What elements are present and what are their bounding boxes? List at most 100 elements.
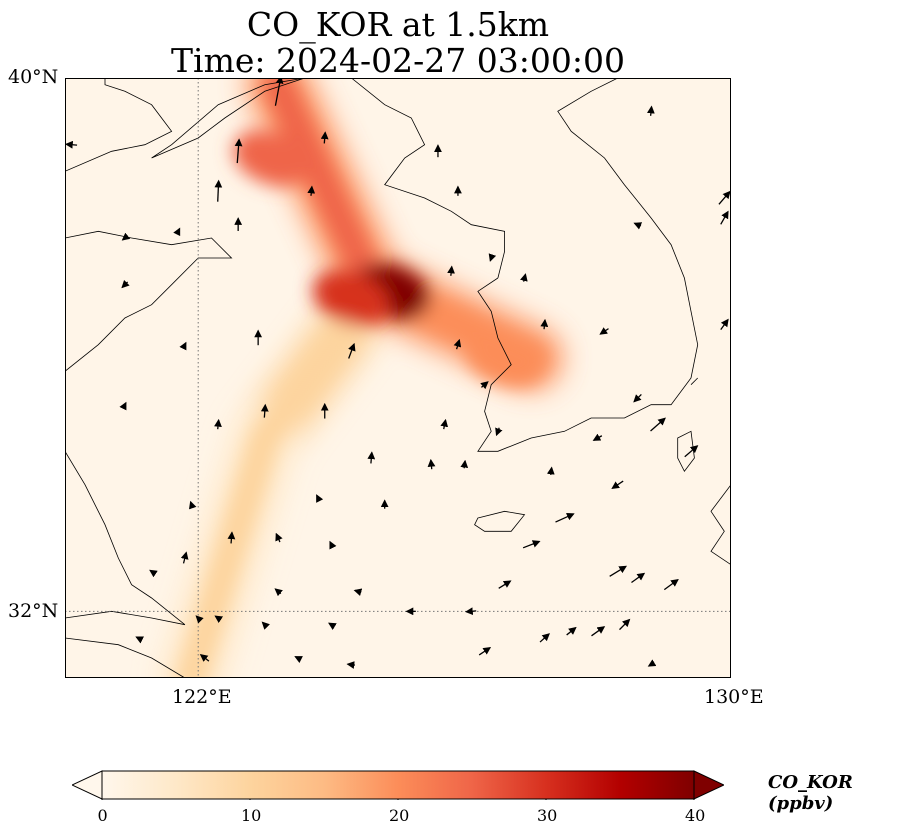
wind-arrow [261,621,270,630]
colorbar-gradient [101,770,695,800]
coastline-china-bohai [65,78,173,172]
wind-arrow [173,227,181,237]
wind-vector-layer [65,78,731,669]
wind-arrow [460,459,469,469]
wind-arrow [599,327,609,335]
wind-arrow [555,513,575,523]
wind-arrow [119,401,127,411]
wind-arrow [465,607,477,616]
lon-label-east: 130°E [704,686,764,708]
wind-arrow [188,500,197,510]
wind-arrow [633,393,642,403]
coastline-yangtze [65,637,186,678]
wind-arrow [720,318,729,330]
coastline-china-east [65,451,186,626]
lat-label-south: 32°N [8,600,59,622]
wind-arrow [214,179,223,202]
wind-arrow [684,445,699,458]
coastline-kyushu [710,484,731,566]
wind-arrow [346,661,356,669]
wind-arrow [121,232,131,241]
wind-arrow [367,451,376,464]
wind-arrow [214,418,222,430]
coastline-korea-se-coast [690,377,698,385]
wind-arrow [609,565,627,577]
wind-arrow [539,633,550,643]
wind-arrow [274,78,284,106]
wind-arrow [540,318,549,330]
wind-arrow [566,626,577,636]
wind-arrow [546,466,555,476]
lat-label-north: 40°N [8,66,59,88]
wind-arrow [498,580,512,589]
wind-arrow [522,540,541,549]
wind-arrow [495,427,503,437]
plume-hotspot [465,329,544,387]
wind-arrow [520,273,528,282]
wind-arrow [135,636,145,644]
wind-arrow [260,403,269,418]
wind-arrow [227,531,236,544]
wind-arrow [353,588,363,596]
wind-arrow [480,381,489,390]
coastline-korea-nw [351,78,506,279]
plume-core [176,78,547,678]
colorbar-ticks [101,799,695,800]
wind-arrow [650,417,666,432]
wind-arrow [440,418,449,430]
colorbar-tick-label: 30 [537,806,558,825]
plume-segment-core [263,78,387,300]
coastline-liaodong [151,78,305,159]
colorbar-label: CO_KOR (ppbv) [768,772,853,814]
coastline-layer [65,78,731,678]
wind-arrow [447,265,455,276]
wind-arrow [720,210,729,225]
colorbar-tick-label: 20 [389,806,410,825]
wind-arrow [619,618,631,631]
wind-arrow [274,588,283,597]
wind-arrow [179,341,187,351]
wind-arrow [234,138,243,164]
map-subtitle-time: Time: 2024-02-27 03:00:00 [171,41,625,80]
coastline-korea-west [477,78,699,452]
colorbar-extend-min [72,770,103,800]
wind-arrow [427,458,436,470]
map-frame [65,78,731,678]
colorbar-tick-label: 0 [97,806,108,825]
wind-arrow [320,131,329,144]
wind-arrow [199,654,210,662]
coastline-jeju [474,510,526,532]
wind-arrow [663,578,679,591]
wind-arrow [631,572,646,584]
wind-arrow [348,342,356,359]
wind-arrow [611,480,624,489]
colorbar-extend-max [693,770,724,800]
wind-arrow [647,105,655,116]
wind-arrow [488,253,497,262]
map-title: CO_KOR at 1.5km [246,5,550,44]
wind-arrow [591,626,606,637]
wind-arrow [453,338,462,350]
plume-hotspot [232,129,311,187]
plume-segment-core [176,423,280,678]
plume-segment-core [249,316,360,453]
lon-label-west: 122°E [172,686,232,708]
map-panel [65,78,731,678]
wind-arrow [478,647,492,656]
wind-arrow [633,222,643,230]
wind-arrow [214,615,224,624]
colorbar-tick-label: 40 [685,806,706,825]
co-concentration-field [159,78,564,678]
wind-arrow [65,140,78,149]
wind-arrow [195,615,204,624]
colorbar-tick-label: 10 [241,806,262,825]
wind-arrow [718,190,731,205]
coastline-tsushima [677,430,695,473]
wind-arrow [149,569,158,578]
wind-arrow [316,494,324,503]
wind-arrow [307,185,316,196]
wind-arrow [180,551,189,564]
gridlines [65,78,731,678]
wind-arrow [121,280,130,289]
plume-hotspot [312,269,391,327]
